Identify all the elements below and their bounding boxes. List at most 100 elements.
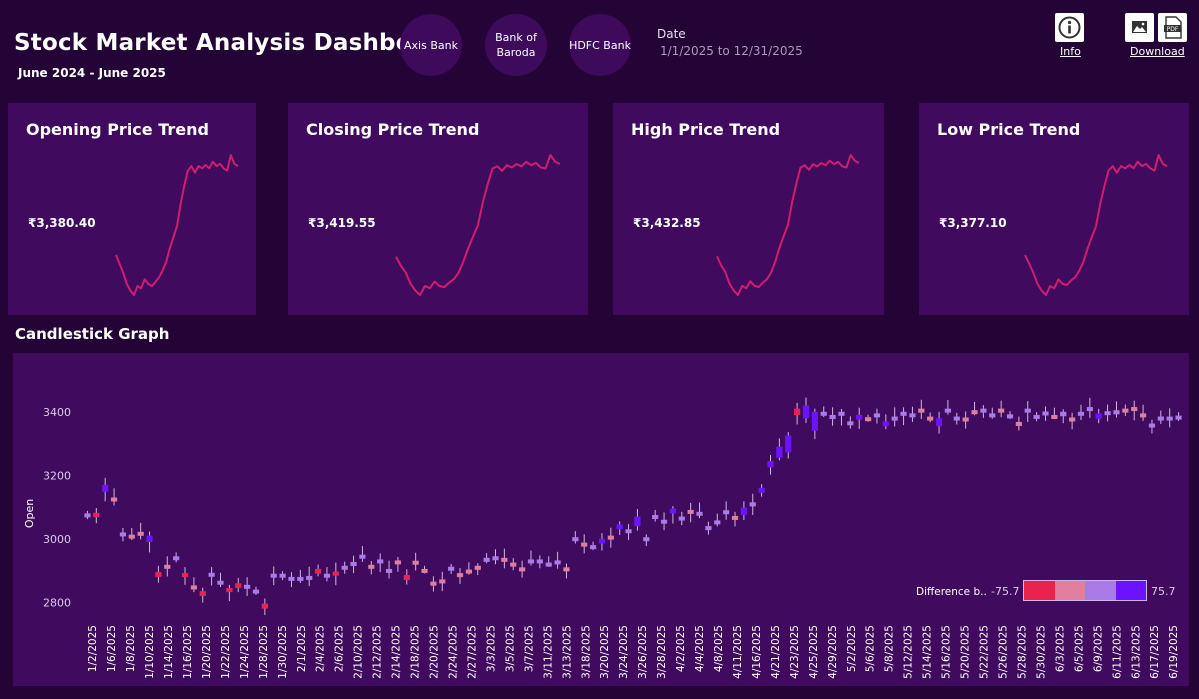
candle-body[interactable] [1131,407,1138,412]
candle-body[interactable] [155,572,162,577]
candle-body[interactable] [368,564,375,569]
candle-body[interactable] [279,573,286,578]
candle-body[interactable] [439,579,446,584]
candle-body[interactable] [616,524,623,530]
candle-body[interactable] [403,574,410,581]
candle-body[interactable] [1006,414,1014,419]
candle-body[interactable] [252,589,260,594]
candle-body[interactable] [962,417,969,422]
candle-body[interactable] [749,502,756,507]
candle-body[interactable] [918,408,925,413]
candle-body[interactable] [332,571,339,576]
candle-body[interactable] [1139,413,1147,418]
candle-body[interactable] [385,568,393,573]
candle-body[interactable] [1069,417,1076,422]
candle-body[interactable] [448,566,455,571]
candle-body[interactable] [483,557,490,562]
candle-body[interactable] [270,573,277,578]
candle-body[interactable] [838,411,845,416]
info-button[interactable] [1055,13,1084,42]
candle-body[interactable] [1051,414,1058,419]
candle-body[interactable] [1166,416,1173,421]
candle-body[interactable] [412,560,419,565]
candle-body[interactable] [882,421,889,427]
candle-body[interactable] [110,497,118,502]
candle-body[interactable] [634,516,641,527]
candle-body[interactable] [581,542,588,547]
candle-body[interactable] [492,556,499,561]
candle-body[interactable] [572,537,579,542]
candle-body[interactable] [1095,413,1102,419]
candle-body[interactable] [705,526,712,531]
candle-body[interactable] [927,416,934,421]
candle-body[interactable] [545,562,552,567]
candle-body[interactable] [1024,408,1031,413]
bank-button-axis[interactable]: Axis Bank [400,14,462,76]
candle-body[interactable] [856,414,863,420]
candle-body[interactable] [1113,410,1120,415]
candle-body[interactable] [128,534,135,539]
candle-body[interactable] [935,418,943,427]
candle-body[interactable] [519,567,526,572]
candle-body[interactable] [323,573,331,578]
candle-body[interactable] [554,560,561,565]
download-pdf-button[interactable]: PDF [1158,13,1187,42]
candle-body[interactable] [687,509,694,514]
candle-body[interactable] [980,408,987,413]
candle-body[interactable] [465,569,472,574]
candle-body[interactable] [226,588,233,593]
candle-body[interactable] [714,520,721,525]
candle-body[interactable] [217,580,224,585]
candle-body[interactable] [1086,407,1093,412]
candle-body[interactable] [1033,414,1040,419]
candle-body[interactable] [288,576,295,581]
candle-body[interactable] [208,572,215,577]
candle-body[interactable] [314,568,322,574]
candle-body[interactable] [297,576,304,581]
candle-body[interactable] [944,408,952,413]
candle-body[interactable] [953,416,960,421]
candle-body[interactable] [740,507,747,515]
candle-body[interactable] [660,519,668,524]
bank-button-hdfc[interactable]: HDFC Bank [569,14,631,76]
candle-body[interactable] [1157,416,1164,421]
download-link[interactable]: Download [1130,45,1185,58]
candle-body[interactable] [625,529,632,534]
candle-body[interactable] [891,416,898,421]
candle-body[interactable] [306,575,313,580]
candle-body[interactable] [244,584,251,589]
candle-body[interactable] [190,585,197,590]
candle-body[interactable] [119,532,127,537]
candle-body[interactable] [84,513,91,518]
candle-body[interactable] [102,484,109,492]
candle-body[interactable] [607,535,614,540]
candle-body[interactable] [767,461,774,468]
candle-body[interactable] [199,591,206,596]
candle-body[interactable] [235,583,242,589]
candle-body[interactable] [1104,411,1111,416]
candle-body[interactable] [1077,411,1085,416]
candle-body[interactable] [359,554,366,559]
candle-body[interactable] [527,559,535,564]
info-link[interactable]: Info [1060,45,1081,58]
candle-body[interactable] [794,408,801,415]
candle-body[interactable] [261,603,268,609]
download-image-button[interactable] [1125,13,1154,42]
candle-body[interactable] [181,573,189,578]
candle-body[interactable] [501,557,508,562]
candle-body[interactable] [93,512,100,518]
candle-body[interactable] [1175,415,1182,420]
candle-body[interactable] [820,411,827,416]
candle-body[interactable] [652,514,659,519]
candle-body[interactable] [164,564,171,569]
candle-body[interactable] [510,562,517,567]
candle-body[interactable] [1122,408,1129,413]
candle-body[interactable] [643,537,650,542]
candle-body[interactable] [723,510,730,515]
candle-body[interactable] [430,581,437,586]
candle-body[interactable] [394,560,402,565]
candle-body[interactable] [377,559,384,564]
candle-body[interactable] [350,561,357,566]
candle-body[interactable] [669,508,677,514]
candle-body[interactable] [909,413,916,418]
